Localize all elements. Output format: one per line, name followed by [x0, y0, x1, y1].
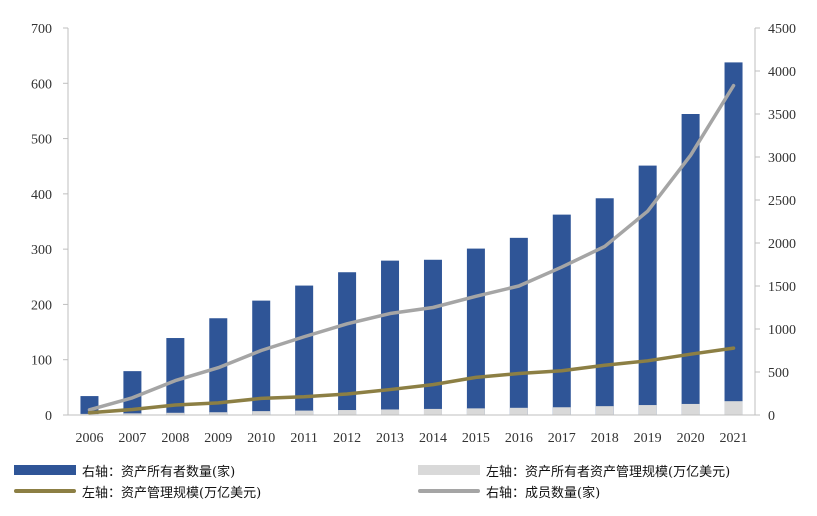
y-left-tick-700: 700	[31, 22, 52, 37]
y-right-tick-3000: 3000	[768, 151, 796, 166]
x-tick-2011: 2011	[290, 431, 317, 446]
bar-owner-count-2016	[509, 237, 528, 415]
legend-item-owner-aum: 左轴：资产所有者资产管理规模(万亿美元)	[418, 460, 730, 480]
bar-owner-aum-2015	[466, 408, 485, 415]
bar-owner-count-2008	[166, 338, 185, 415]
chart: 0 100 200 300 400 500 600 700 0 500 1000 1500 2000 25…	[31, 22, 796, 446]
legend: 右轴：资产所有者数量(家) 左轴：资产所有者资产管理规模(万亿美元) 左轴：资产…	[0, 456, 817, 516]
bar-owner-aum-2018	[595, 406, 614, 415]
x-tick-2019: 2019	[634, 431, 662, 446]
x-tick-2007: 2007	[118, 431, 146, 446]
bar-owner-aum-2009	[209, 412, 228, 415]
bar-owner-count-2014	[423, 259, 442, 415]
bar-owner-count-2010	[252, 300, 271, 415]
legend-swatch-member-count	[418, 489, 480, 493]
line-member-count	[87, 83, 736, 412]
bar-owner-aum-2008	[166, 412, 185, 415]
x-tick-2012: 2012	[333, 431, 361, 446]
plot-area	[80, 62, 743, 416]
x-tick-2018: 2018	[591, 431, 619, 446]
bar-owner-aum-2020	[681, 403, 700, 415]
bar-owner-count-2018	[595, 198, 614, 415]
bar-owner-count-2007	[123, 371, 142, 415]
y-right-tick-0: 0	[768, 409, 775, 424]
bar-owner-aum-2013	[381, 409, 400, 415]
bar-owner-aum-2010	[252, 411, 271, 415]
x-tick-2016: 2016	[505, 431, 533, 446]
bar-owner-aum-2011	[295, 410, 314, 415]
y-left-tick-500: 500	[31, 133, 52, 148]
y-left-tick-600: 600	[31, 77, 52, 92]
y-left-tick-0: 0	[45, 409, 52, 424]
x-tick-2015: 2015	[462, 431, 490, 446]
legend-item-aum: 左轴：资产管理规模(万亿美元)	[14, 481, 261, 501]
y-right-tick-1000: 1000	[768, 323, 796, 338]
legend-item-member-count: 右轴：成员数量(家)	[418, 481, 600, 501]
y-left-tick-300: 300	[31, 243, 52, 258]
x-tick-2010: 2010	[247, 431, 275, 446]
bar-owner-count-2011	[295, 285, 314, 415]
legend-label-aum: 左轴：资产管理规模(万亿美元)	[82, 485, 262, 501]
y-right-tick-3500: 3500	[768, 108, 796, 123]
x-tick-2009: 2009	[204, 431, 232, 446]
bar-owner-aum-2012	[338, 410, 357, 415]
bar-owner-aum-2014	[423, 408, 442, 415]
legend-swatch-aum	[14, 489, 76, 493]
bar-owner-count-2021	[724, 62, 743, 416]
y-right-tick-1500: 1500	[768, 280, 796, 295]
x-tick-2014: 2014	[419, 431, 447, 446]
bar-owner-aum-2007	[123, 413, 142, 415]
bar-owner-aum-2021	[724, 401, 743, 415]
bar-owner-count-2017	[552, 214, 571, 415]
y-left-tick-100: 100	[31, 354, 52, 369]
x-tick-2008: 2008	[161, 431, 189, 446]
legend-label-member-count: 右轴：成员数量(家)	[486, 485, 601, 501]
y-left-tick-200: 200	[31, 298, 52, 313]
bar-owner-aum-2019	[638, 405, 657, 415]
y-right-tick-4000: 4000	[768, 65, 796, 80]
legend-swatch-owner-aum	[418, 465, 480, 475]
x-tick-2020: 2020	[677, 431, 705, 446]
bar-owner-count-2012	[338, 272, 357, 415]
legend-label-owner-aum: 左轴：资产所有者资产管理规模(万亿美元)	[486, 464, 731, 480]
y-right-tick-2500: 2500	[768, 194, 796, 209]
bar-owner-count-2013	[381, 260, 400, 415]
y-left-tick-400: 400	[31, 188, 52, 203]
bar-owner-count-2019	[638, 165, 657, 415]
legend-item-owner-count: 右轴：资产所有者数量(家)	[14, 460, 235, 480]
bar-owner-count-2015	[466, 248, 485, 415]
y-right-tick-500: 500	[768, 366, 789, 381]
y-right-tick-4500: 4500	[768, 22, 796, 37]
y-right-tick-2000: 2000	[768, 237, 796, 252]
x-tick-2006: 2006	[75, 431, 103, 446]
line-aum	[87, 346, 736, 415]
legend-label-owner-count: 右轴：资产所有者数量(家)	[82, 464, 236, 480]
bar-owner-count-2020	[681, 114, 700, 415]
axes: 0 100 200 300 400 500 600 700 0 500 1000 1500 2000 25…	[31, 22, 796, 446]
x-tick-2013: 2013	[376, 431, 404, 446]
bar-owner-aum-2017	[552, 407, 571, 415]
x-tick-2021: 2021	[720, 431, 748, 446]
bar-owner-aum-2016	[509, 407, 528, 415]
legend-swatch-owner-count	[14, 465, 76, 475]
x-tick-2017: 2017	[548, 431, 576, 446]
